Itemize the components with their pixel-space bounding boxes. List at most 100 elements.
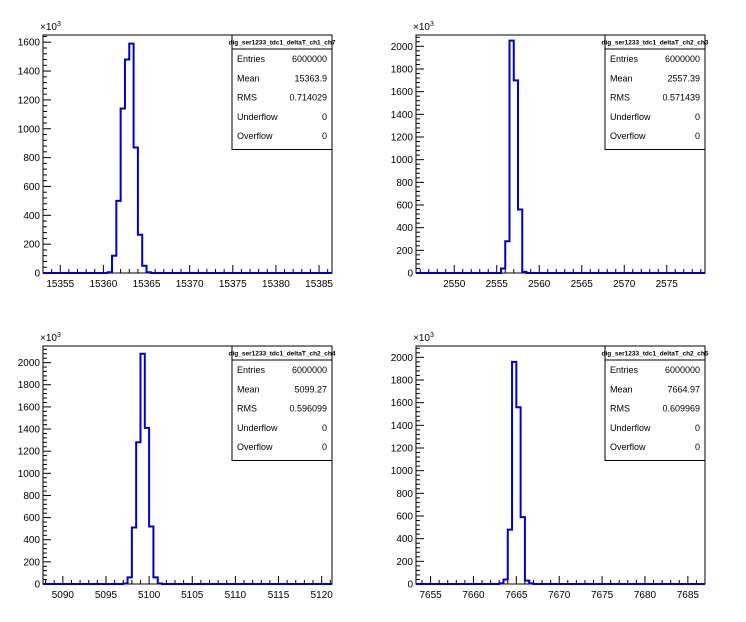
x-tick-label: 15355 xyxy=(46,279,74,290)
y-tick-label: 1600 xyxy=(18,402,41,413)
stats-box: dig_ser1233_tdc1_deltaT_ch2_ch3 Entries 60… xyxy=(602,34,709,150)
histogram-bin xyxy=(140,354,144,584)
stats-label: Overflow xyxy=(610,442,646,452)
y-tick-label: 600 xyxy=(396,201,413,212)
y-tick-label: 1800 xyxy=(391,376,414,387)
histogram-bin xyxy=(505,241,509,273)
histogram-line xyxy=(43,42,332,274)
y-tick-label: 1600 xyxy=(391,398,414,409)
y-tick-label: 600 xyxy=(23,513,40,524)
stats-value: 15363.9 xyxy=(294,73,327,83)
histogram-bin xyxy=(508,530,512,584)
histogram-bin xyxy=(108,272,112,273)
histogram-panel-2: 0 200 400 600 800 1000 1200 1400 1600 1800 2000 255… xyxy=(391,21,709,290)
histogram-bin xyxy=(121,109,125,273)
stats-box-frame xyxy=(604,345,706,461)
stats-label: Mean xyxy=(610,384,633,394)
y-tick-label: 1400 xyxy=(391,110,414,121)
y-tick-label: 1600 xyxy=(391,87,414,98)
stats-value: 0.609969 xyxy=(662,404,700,414)
x-tick-label: 2565 xyxy=(571,279,594,290)
y-tick-label: 0 xyxy=(34,580,40,591)
y-tick-label: 1200 xyxy=(18,447,41,458)
histogram-bin xyxy=(112,256,116,273)
stats-label: Entries xyxy=(610,54,639,64)
x-tick-label: 15380 xyxy=(262,279,290,290)
histogram-line xyxy=(416,360,705,585)
histogram-bin xyxy=(510,41,514,273)
histogram-bin xyxy=(136,442,140,584)
histogram-bin xyxy=(147,272,151,273)
stats-label: Overflow xyxy=(237,442,273,452)
y-tick-label: 200 xyxy=(23,557,40,568)
histogram-bin xyxy=(512,362,516,584)
histogram-bin xyxy=(125,60,129,273)
stats-title: dig_ser1233_tdc1_deltaT_ch2_ch5 xyxy=(602,351,709,358)
stats-box: dig_ser1233_tdc1_deltaT_ch1_ch7 Entries 60… xyxy=(229,34,336,150)
histogram-bin xyxy=(138,235,142,273)
stats-value: 0 xyxy=(695,131,700,141)
histogram-line xyxy=(416,39,705,274)
y-multiplier-exponent: 3 xyxy=(430,21,434,28)
y-multiplier-exponent: 3 xyxy=(57,21,61,28)
y-tick-label: 600 xyxy=(23,182,40,193)
y-tick-label: 1000 xyxy=(391,466,414,477)
histogram-bin xyxy=(516,407,520,584)
histogram-bin xyxy=(499,583,503,584)
stats-value: 0 xyxy=(322,423,327,433)
histogram-panel-1: 0 200 400 600 800 1000 1200 1400 1600 15355 15360 1… xyxy=(18,21,336,290)
y-tick-label: 1400 xyxy=(391,421,414,432)
stats-value: 6000000 xyxy=(292,365,327,375)
histogram-bin xyxy=(529,583,533,584)
y-tick-label: 1000 xyxy=(18,124,41,135)
stats-label: Mean xyxy=(237,73,260,83)
x-tick-label: 5090 xyxy=(52,590,75,601)
stats-box-frame xyxy=(231,345,333,461)
y-multiplier-exponent: 3 xyxy=(430,332,434,339)
x-tick-label: 7685 xyxy=(677,590,700,601)
y-multiplier-label: ×103 xyxy=(40,21,61,33)
histogram-line xyxy=(43,352,332,585)
x-tick-label: 2575 xyxy=(656,279,679,290)
histogram-bin xyxy=(501,268,505,273)
y-tick-label: 2000 xyxy=(18,358,41,369)
y-tick-label: 1000 xyxy=(391,155,414,166)
stats-value: 6000000 xyxy=(665,365,700,375)
y-tick-label: 0 xyxy=(407,580,413,591)
stats-value: 0 xyxy=(322,131,327,141)
stats-value: 7664.97 xyxy=(667,384,700,394)
y-tick-label: 800 xyxy=(396,489,413,500)
x-tick-label: 5115 xyxy=(268,590,290,601)
y-tick-label: 0 xyxy=(34,269,40,280)
y-tick-label: 400 xyxy=(396,534,413,545)
stats-label: Underflow xyxy=(610,423,651,433)
y-tick-label: 800 xyxy=(396,178,413,189)
y-tick-label: 600 xyxy=(396,512,413,523)
histogram-bin xyxy=(116,201,120,273)
histogram-bin xyxy=(503,579,507,584)
stats-value: 6000000 xyxy=(665,54,700,64)
stats-label: RMS xyxy=(610,404,630,414)
x-tick-label: 2560 xyxy=(528,279,551,290)
stats-box-frame xyxy=(231,34,333,150)
histogram-panel-3: 0 200 400 600 800 1000 1200 1400 1600 1800 2000 509… xyxy=(18,332,336,601)
x-tick-label: 7670 xyxy=(548,590,571,601)
stats-label: Entries xyxy=(237,365,266,375)
stats-label: Entries xyxy=(610,365,639,375)
y-multiplier-label: ×103 xyxy=(413,332,434,344)
x-tick-label: 2555 xyxy=(486,279,509,290)
x-tick-label: 5095 xyxy=(95,590,118,601)
y-tick-label: 800 xyxy=(23,153,40,164)
y-tick-label: 1400 xyxy=(18,425,41,436)
stats-label: Entries xyxy=(237,54,266,64)
stats-label: RMS xyxy=(237,93,257,103)
stats-title: dig_ser1233_tdc1_deltaT_ch2_ch4 xyxy=(229,351,336,358)
stats-label: RMS xyxy=(610,93,630,103)
stats-label: Mean xyxy=(237,384,260,394)
y-tick-label: 1200 xyxy=(391,133,414,144)
stats-label: RMS xyxy=(237,404,257,414)
histogram-bin xyxy=(129,44,133,273)
histogram-bin xyxy=(153,577,157,584)
stats-value: 0 xyxy=(695,423,700,433)
histogram-bin xyxy=(518,210,522,273)
